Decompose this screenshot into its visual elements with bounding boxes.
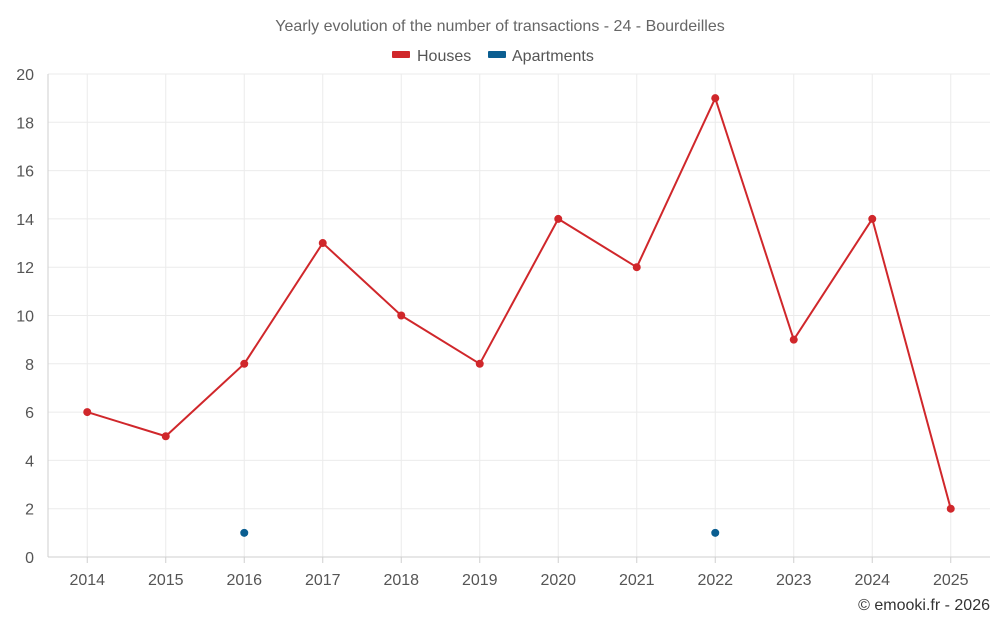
x-tick-label: 2019: [462, 572, 498, 589]
y-tick-label: 20: [16, 67, 34, 84]
data-point-houses-2024[interactable]: [868, 214, 877, 223]
gridlines: [48, 73, 990, 557]
legend-item-apartments[interactable]: Apartments: [488, 48, 594, 65]
y-tick-label: 14: [16, 212, 34, 229]
y-tick-label: 10: [16, 309, 34, 326]
y-tick-label: 16: [16, 164, 34, 181]
data-point-houses-2020[interactable]: [554, 214, 563, 223]
data-point-houses-2016[interactable]: [240, 359, 249, 368]
data-point-houses-2023[interactable]: [789, 335, 798, 344]
legend-item-houses[interactable]: Houses: [392, 48, 471, 65]
series-line-houses: [86, 97, 952, 509]
x-tick-label: 2016: [226, 572, 262, 589]
data-point-houses-2025[interactable]: [946, 504, 955, 513]
x-tick-label: 2021: [619, 572, 655, 589]
data-point-apartments-2022[interactable]: [711, 528, 720, 537]
y-tick-label: 12: [16, 260, 34, 277]
data-point-houses-2018[interactable]: [397, 311, 406, 320]
data-point-houses-2014[interactable]: [83, 408, 92, 417]
data-point-houses-2019[interactable]: [475, 359, 484, 368]
x-tick-label: 2025: [933, 572, 969, 589]
credit-label: © emooki.fr - 2026: [858, 597, 990, 614]
x-tick-label: 2017: [305, 572, 341, 589]
x-tick-label: 2018: [383, 572, 419, 589]
axes: 0 2 4 6 8 10 12 14 16 18 20 2014 2015 2016 2017 2018 201…: [16, 67, 990, 589]
y-tick-label: 8: [25, 357, 34, 374]
data-point-houses-2021[interactable]: [632, 263, 641, 272]
x-tick-label: 2023: [776, 572, 812, 589]
legend: Houses Apartments: [392, 48, 594, 65]
data-point-houses-2015[interactable]: [161, 432, 170, 441]
y-tick-label: 4: [25, 453, 34, 470]
chart-title: Yearly evolution of the number of transa…: [275, 18, 724, 35]
legend-swatch-houses: [392, 51, 410, 58]
data-point-apartments-2016[interactable]: [240, 528, 249, 537]
y-tick-label: 2: [25, 502, 34, 519]
y-tick-label: 6: [25, 405, 34, 422]
series: [83, 94, 955, 537]
x-tick-label: 2014: [69, 572, 105, 589]
data-point-houses-2022[interactable]: [711, 94, 720, 103]
x-tick-label: 2015: [148, 572, 184, 589]
x-tick-label: 2022: [697, 572, 733, 589]
legend-label-houses: Houses: [417, 48, 471, 65]
legend-swatch-apartments: [488, 51, 506, 58]
y-tick-label: 0: [25, 550, 34, 567]
y-tick-label: 18: [16, 115, 34, 132]
x-tick-label: 2024: [854, 572, 890, 589]
series-apartments: [240, 528, 720, 537]
legend-label-apartments: Apartments: [512, 48, 594, 65]
x-tick-label: 2020: [540, 572, 576, 589]
data-point-houses-2017[interactable]: [318, 239, 327, 248]
series-houses: [83, 94, 955, 513]
